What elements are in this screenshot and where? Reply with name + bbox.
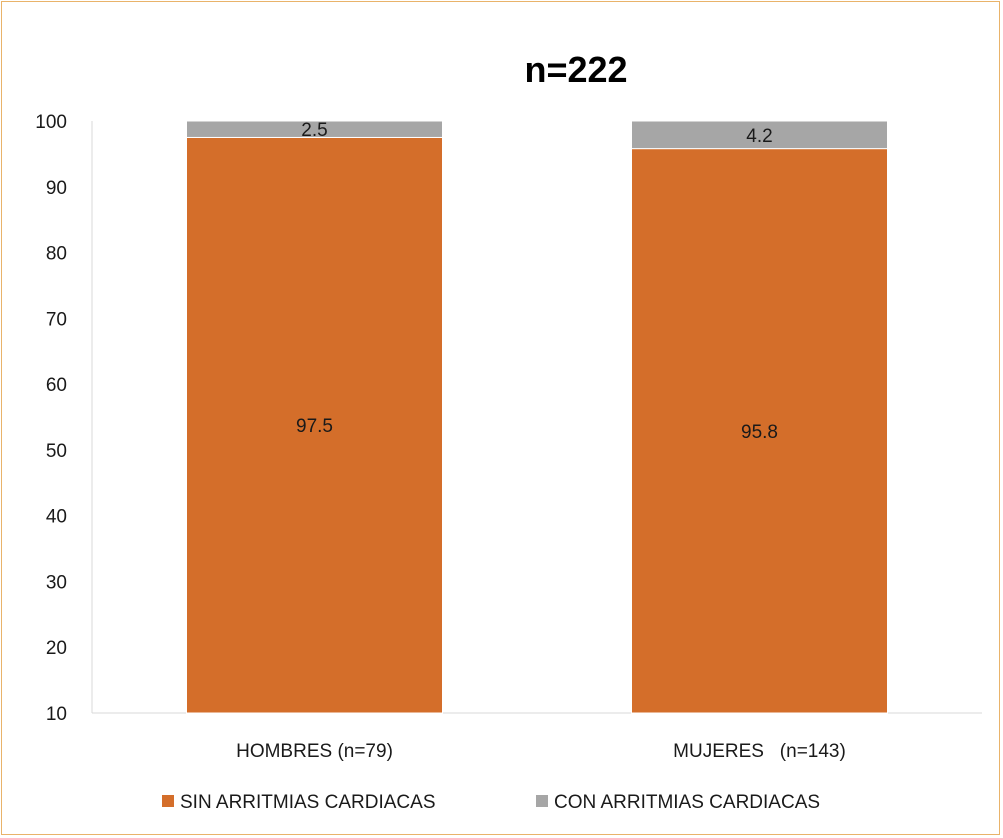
y-tick-label: 20	[46, 638, 67, 659]
bars	[186, 120, 888, 714]
data-label-sin-arritmias-cardiacas-0: 97.5	[296, 416, 333, 437]
y-tick-label: 70	[46, 309, 67, 330]
x-tick-label: HOMBRES (n=79)	[236, 741, 393, 762]
y-tick-label: 100	[35, 112, 67, 133]
data-label-con-arritmias-cardiacas-1: 4.2	[746, 126, 772, 147]
y-axis: 10 20 30 40 50 60 70 80 90 100	[35, 112, 93, 725]
data-labels: 97.5 2.5 95.8 4.2	[296, 120, 778, 443]
y-tick-label: 30	[46, 572, 67, 593]
y-tick-label: 10	[46, 704, 67, 725]
y-tick-label: 50	[46, 441, 67, 462]
data-label-sin-arritmias-cardiacas-1: 95.8	[741, 422, 778, 443]
legend-label-con-arritmias-cardiacas: CON ARRITMIAS CARDIACAS	[554, 792, 820, 813]
chart-title: n=222	[524, 49, 627, 90]
y-tick-label: 80	[46, 244, 67, 265]
data-label-con-arritmias-cardiacas-0: 2.5	[301, 120, 327, 141]
x-tick-label: MUJERES (n=143)	[673, 741, 846, 762]
legend-swatch-con-arritmias-cardiacas	[536, 795, 548, 807]
y-tick-label: 60	[46, 375, 67, 396]
legend-swatch-sin-arritmias-cardiacas	[162, 795, 174, 807]
x-axis: HOMBRES (n=79) MUJERES (n=143)	[92, 712, 982, 762]
bar-sin-arritmias-cardiacas-1	[631, 148, 888, 714]
y-tick-label: 40	[46, 507, 67, 528]
y-tick-label: 90	[46, 178, 67, 199]
bar-sin-arritmias-cardiacas-0	[186, 136, 443, 714]
legend-label-sin-arritmias-cardiacas: SIN ARRITMIAS CARDIACAS	[180, 792, 436, 813]
bar-con-arritmias-cardiacas-1	[631, 120, 888, 150]
bar-con-arritmias-cardiacas-0	[186, 120, 443, 138]
legend: SIN ARRITMIAS CARDIACAS CON ARRITMIAS CAR…	[162, 792, 820, 813]
